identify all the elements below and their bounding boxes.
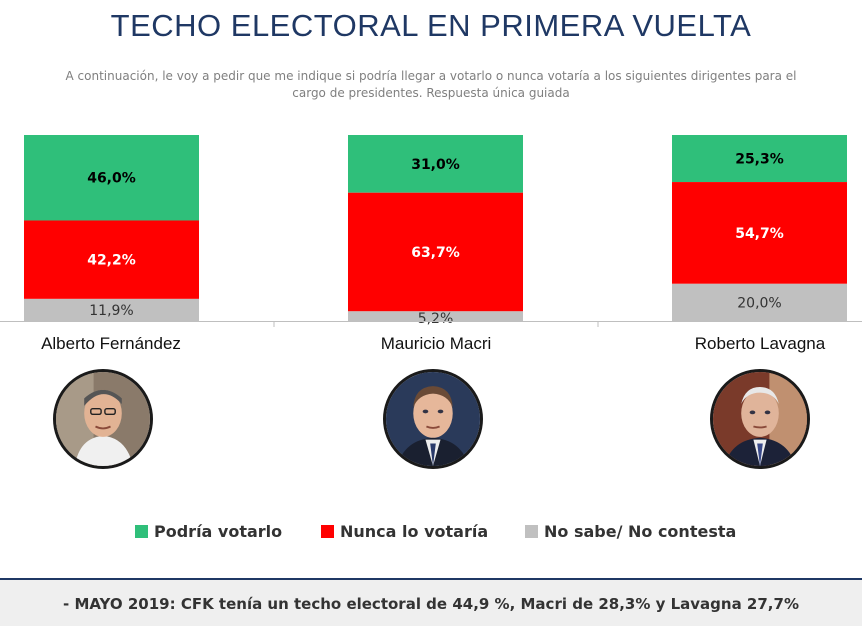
data-label-podria-2: 25,3% — [735, 152, 784, 168]
bar-segment-nosabe-2 — [672, 283, 847, 321]
portrait-fernandez-icon — [56, 372, 150, 466]
legend-item-nosabe: No sabe/ No contesta — [525, 522, 736, 541]
bar-segment-nunca-2 — [672, 182, 847, 284]
candidate-name-macri: Mauricio Macri — [380, 334, 492, 353]
legend-item-nunca: Nunca lo votaría — [321, 522, 488, 541]
data-label-nunca-1: 63,7% — [411, 245, 460, 261]
data-label-nunca-0: 42,2% — [87, 253, 136, 269]
legend-label-nosabe: No sabe/ No contesta — [544, 522, 737, 541]
chart-subtitle: A continuación, le voy a pedir que me in… — [65, 69, 797, 100]
data-label-nunca-2: 54,7% — [735, 226, 784, 242]
portrait-macri-icon — [386, 372, 480, 466]
legend-label-nunca: Nunca lo votaría — [340, 522, 489, 541]
legend-swatch-podria — [135, 525, 148, 538]
bar-segment-nosabe-1 — [348, 311, 523, 321]
data-label-nosabe-2: 20,0% — [737, 295, 781, 311]
legend-swatch-nunca — [321, 525, 334, 538]
footer-band: - MAYO 2019: CFK tenía un techo electora… — [0, 580, 862, 626]
data-label-nosabe-1: 5,2% — [418, 311, 454, 327]
bar-segment-nunca-1 — [348, 192, 523, 312]
avatar-fernandez — [53, 369, 153, 469]
bar-segment-podria-0 — [24, 135, 199, 221]
avatar-macri — [383, 369, 483, 469]
candidate-name-lavagna: Roberto Lavagna — [694, 334, 826, 353]
legend-label-podria: Podría votarlo — [154, 522, 283, 541]
legend-item-podria: Podría votarlo — [135, 522, 282, 541]
footer-note: - MAYO 2019: CFK tenía un techo electora… — [63, 595, 799, 613]
stacked-bar-chart: 46,0% 42,2% 11,9% 31,0% 63,7% 5,2% 25,3% 54,7% 2… — [0, 135, 862, 327]
chart-legend: Podría votarlo Nunca lo votaría No sabe/… — [0, 522, 862, 544]
chart-title: TECHO ELECTORAL EN PRIMERA VUELTA — [110, 8, 752, 43]
bar-segment-podria-1 — [348, 135, 523, 193]
data-label-podria-0: 46,0% — [87, 171, 136, 187]
portrait-lavagna-icon — [713, 372, 807, 466]
footer-divider — [0, 578, 862, 580]
legend-swatch-nosabe — [525, 525, 538, 538]
bar-segment-nosabe-0 — [24, 298, 199, 321]
data-label-podria-1: 31,0% — [411, 157, 460, 173]
candidate-name-fernandez: Alberto Fernández — [41, 334, 181, 353]
avatar-lavagna — [710, 369, 810, 469]
bar-segment-podria-2 — [672, 135, 847, 183]
data-label-nosabe-0: 11,9% — [89, 303, 133, 319]
bar-segment-nunca-0 — [24, 220, 199, 299]
